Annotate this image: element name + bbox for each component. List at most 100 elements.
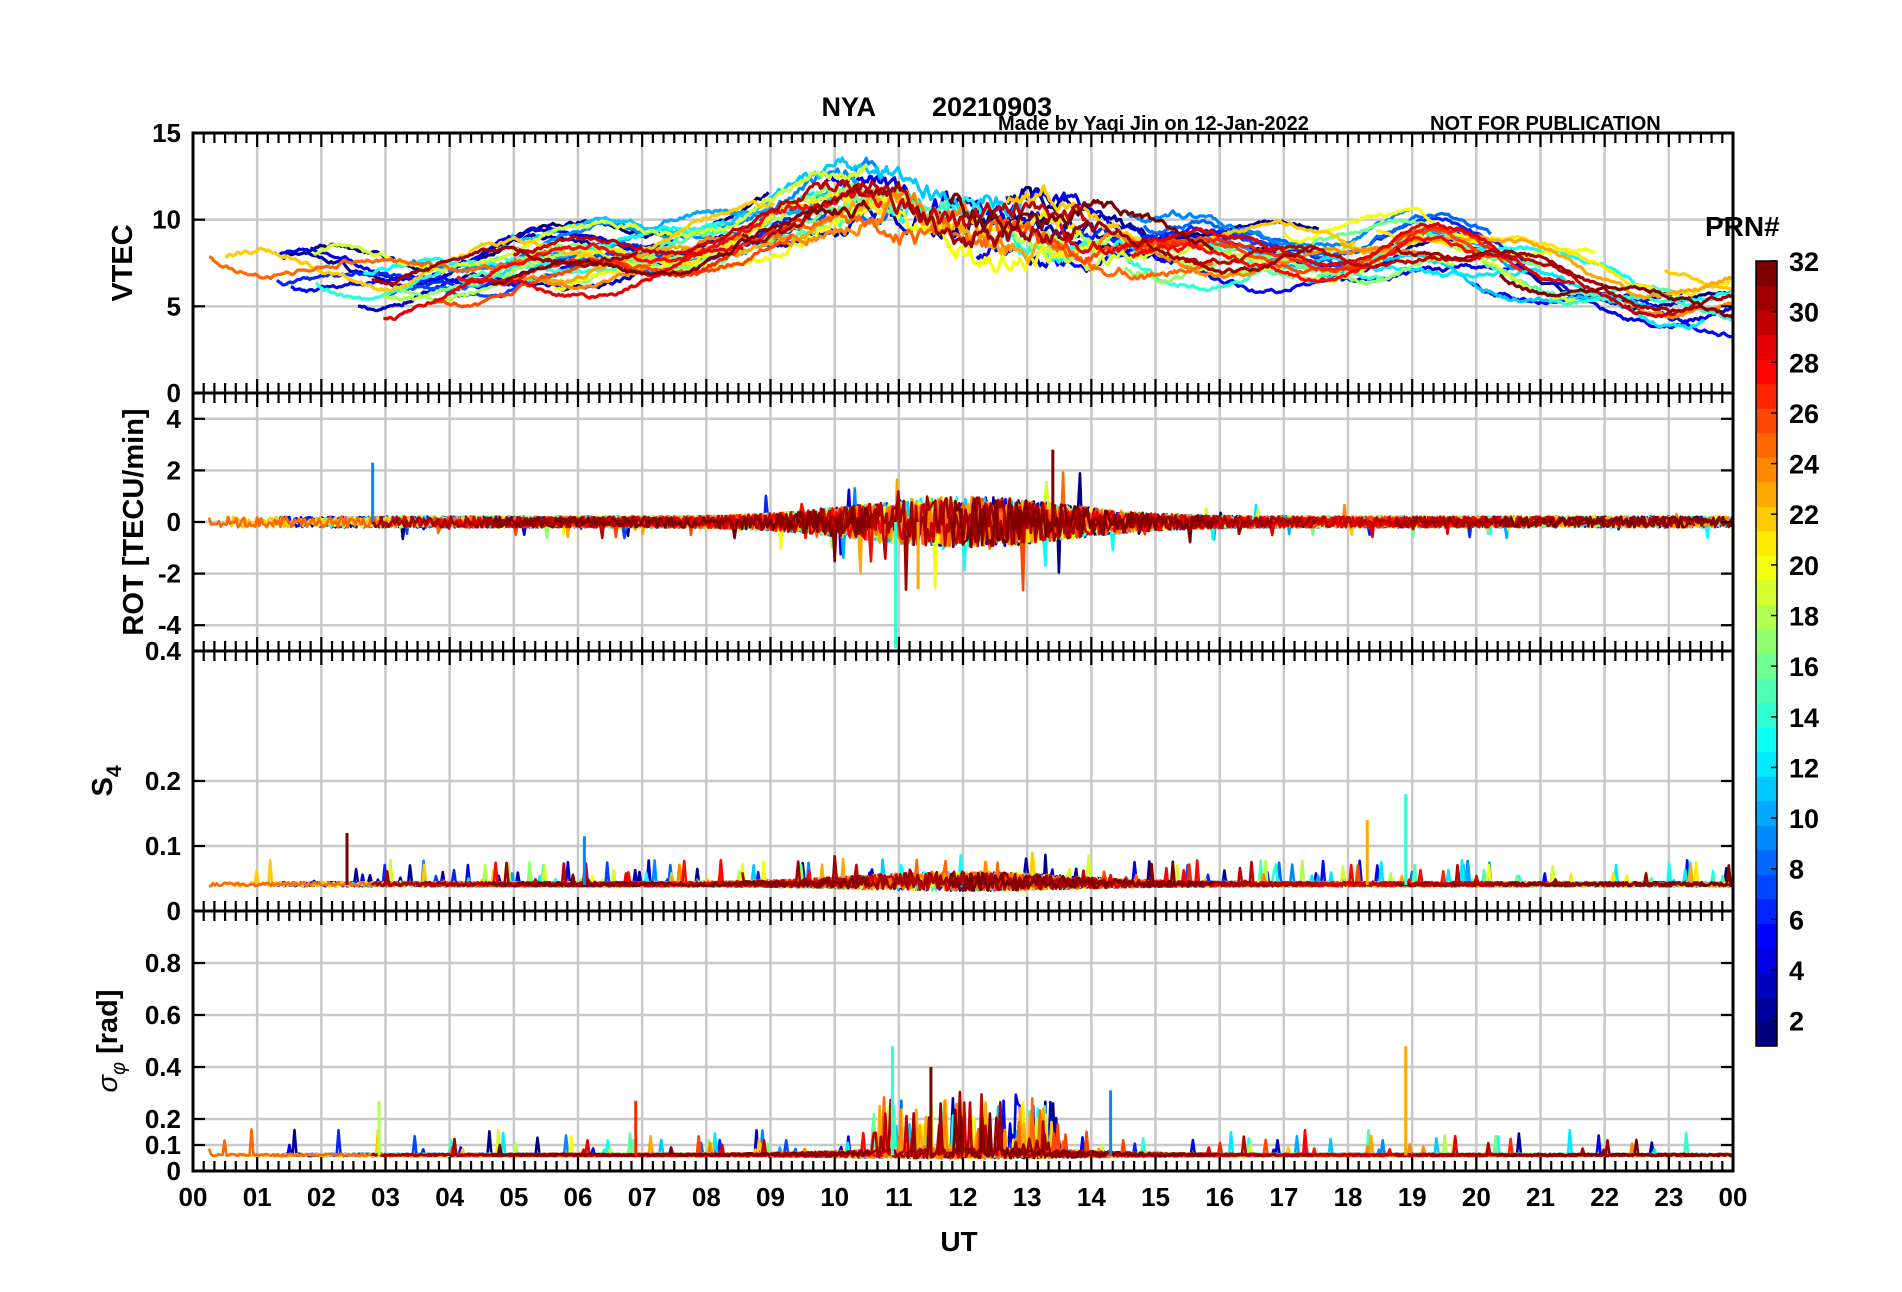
- x-tick-label: 20: [1462, 1182, 1491, 1212]
- colorbar-segment: [1756, 947, 1777, 974]
- colorbar-tick-label: 18: [1789, 602, 1819, 632]
- prn-30-series: [1182, 244, 1696, 319]
- colorbar-segment: [1756, 776, 1777, 802]
- y-axis-label-sigma_phi: σφ [rad]: [92, 989, 130, 1092]
- colorbar-segment: [1756, 825, 1777, 851]
- prn-31-series: [741, 181, 1318, 275]
- chart-title-date: 20210903: [932, 92, 1052, 122]
- x-tick-label: 16: [1205, 1182, 1234, 1212]
- colorbar-segment: [1756, 604, 1777, 630]
- colorbar-segment: [1756, 555, 1777, 581]
- prn-29-series: [383, 245, 744, 322]
- y-tick-label: 0.1: [145, 1130, 181, 1160]
- y-tick-label: 0: [167, 896, 181, 926]
- prn-32-series: [491, 199, 871, 286]
- colorbar-tick-label: 14: [1789, 703, 1819, 733]
- series-group: [207, 449, 1733, 649]
- prn-25-series: [772, 209, 1214, 281]
- panel-rot: -4 -2 0 2 4 ROT [TECU/min]: [118, 391, 1735, 653]
- prn-32-series: [491, 506, 871, 563]
- prn-8-series: [1142, 211, 1492, 258]
- colorbar-segment: [1756, 432, 1777, 458]
- prn-31-series: [741, 854, 1317, 892]
- series-group: [208, 156, 1733, 339]
- x-tick-label: 08: [692, 1182, 721, 1212]
- x-tick-label: 14: [1077, 1182, 1106, 1212]
- colorbar-segment: [1756, 408, 1777, 434]
- colorbar-tick-label: 22: [1789, 500, 1819, 530]
- colorbar-segment: [1756, 628, 1777, 655]
- colorbar-segment: [1756, 678, 1777, 704]
- prn-32-series: [491, 873, 871, 890]
- prn-32-series: [1498, 1138, 1733, 1158]
- colorbar-segment: [1756, 702, 1777, 728]
- prn-32-series: [948, 860, 1214, 892]
- prn-9-series: [1125, 208, 1411, 248]
- y-axis-label-rot: ROT [TECU/min]: [118, 408, 150, 635]
- prn-32-series: [948, 497, 1215, 549]
- colorbar-tick-label: 30: [1789, 298, 1819, 328]
- colorbar-segment: [1756, 383, 1777, 409]
- panel-vtec: 0 5 10 15 VTEC: [107, 118, 1735, 408]
- credit-text: Made by Yaqi Jin on 12-Jan-2022: [998, 113, 1309, 135]
- x-tick-label: 05: [499, 1182, 528, 1212]
- y-tick-label: 0: [167, 507, 181, 537]
- colorbar-segment: [1756, 800, 1777, 826]
- prn-31-series: [371, 245, 639, 286]
- y-tick-label: 15: [152, 118, 181, 148]
- prn-32-series: [948, 192, 1215, 251]
- x-tick-label: 02: [307, 1182, 336, 1212]
- notice-text: NOT FOR PUBLICATION: [1430, 113, 1661, 135]
- y-tick-label: 0: [167, 378, 181, 408]
- colorbar-segment: [1756, 334, 1777, 360]
- y-tick-label: 4: [167, 404, 182, 434]
- y-tick-label: 0.4: [145, 1052, 182, 1082]
- colorbar-segment: [1756, 727, 1777, 753]
- y-tick-label: 0.2: [145, 1104, 181, 1134]
- x-tick-label: 13: [1013, 1182, 1042, 1212]
- prn-2-series: [282, 1128, 608, 1158]
- x-tick-labels: 00 01 02 03 04 05 06 07 08 09 10 11 12 13 14 15 16 17 18 19…: [179, 1182, 1748, 1212]
- colorbar-segment: [1756, 310, 1777, 336]
- x-tick-label: 22: [1590, 1182, 1619, 1212]
- x-tick-label: 01: [243, 1182, 272, 1212]
- prn-13-series: [362, 222, 723, 276]
- y-tick-label: 5: [167, 291, 181, 321]
- colorbar-tick-label: 28: [1789, 348, 1819, 378]
- x-tick-label: 04: [435, 1182, 464, 1212]
- colorbar-tick-label: 12: [1789, 753, 1819, 783]
- colorbar-segment: [1756, 874, 1777, 900]
- colorbar-segment: [1756, 457, 1777, 483]
- panel-sigma_phi: 00.10.2 0.4 0.6 0.8 σφ [rad]: [92, 909, 1735, 1186]
- colorbar-tick-label: 20: [1789, 551, 1819, 581]
- x-tick-label: 23: [1654, 1182, 1683, 1212]
- series-group: [207, 1046, 1733, 1160]
- colorbar-tick-label: 10: [1789, 804, 1819, 834]
- colorbar-segment: [1756, 481, 1777, 507]
- prn-32-series: [491, 1143, 871, 1158]
- x-tick-label: 11: [885, 1182, 913, 1212]
- colorbar-segment: [1756, 506, 1777, 532]
- colorbar-tick-label: 16: [1789, 652, 1819, 682]
- y-tick-label: 0.1: [145, 831, 181, 861]
- panel-s4: 0 0.1 0.2 0.4 S4: [87, 636, 1735, 926]
- prn-11-series: [510, 156, 1023, 244]
- prn-22-series: [1664, 269, 1733, 292]
- colorbar-tick-label: 24: [1789, 450, 1819, 480]
- prn-32-series: [1499, 273, 1733, 319]
- colorbar-tick-label: 6: [1789, 905, 1804, 935]
- y-tick-label: 0.2: [145, 766, 181, 796]
- y-tick-label: 0: [167, 1156, 181, 1186]
- colorbar-tick-label: 4: [1789, 956, 1804, 986]
- colorbar-segment: [1756, 1021, 1777, 1047]
- colorbar-tick-label: 26: [1789, 399, 1819, 429]
- y-tick-label: -2: [158, 559, 181, 589]
- prn-31-series: [1395, 247, 1733, 313]
- y-tick-label: 0.6: [145, 1000, 181, 1030]
- colorbar-segment: [1756, 996, 1777, 1023]
- series-group: [209, 794, 1733, 892]
- colorbar-segment: [1756, 530, 1777, 556]
- x-tick-label: 17: [1269, 1182, 1298, 1212]
